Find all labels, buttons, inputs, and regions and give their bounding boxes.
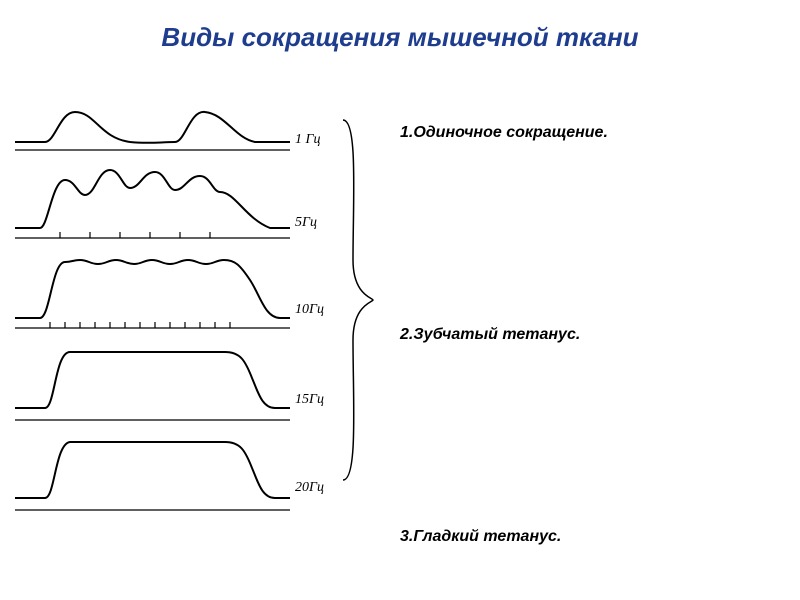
waveform-trace [15,352,290,408]
waveform-row-1hz [15,112,290,150]
grouping-brace [338,110,378,490]
waveform-trace [15,112,290,143]
waveform-trace [15,170,290,228]
waveform-panels [0,100,340,570]
waveform-row-20hz [15,442,290,510]
waveform-row-10hz [15,260,290,328]
waveform-row-15hz [15,352,290,420]
page-title: Виды сокращения мышечной ткани [0,22,800,53]
label-serrated: 2.Зубчатый тетанус. [400,326,580,344]
page-root: Виды сокращения мышечной ткани 1.Одиночн… [0,0,800,600]
brace-path [343,120,373,480]
waveform-trace [15,442,290,498]
waveform-trace [15,260,290,318]
label-single: 1.Одиночное сокращение. [400,124,608,142]
label-smooth: 3.Гладкий тетанус. [400,528,561,546]
waveform-row-5hz [15,170,290,238]
